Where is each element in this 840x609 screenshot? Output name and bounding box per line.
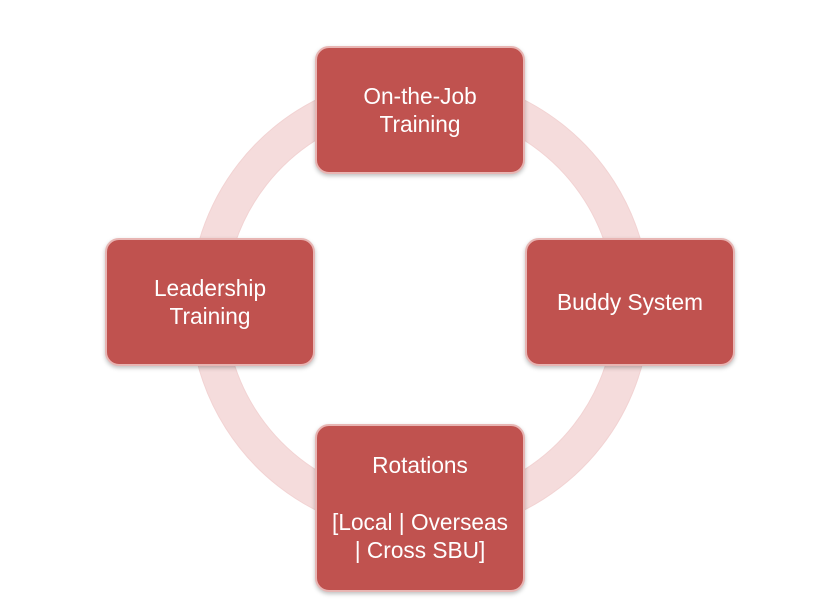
node-top-label: On-the-Job Training	[363, 82, 476, 139]
node-left-label: Leadership Training	[154, 274, 266, 331]
cycle-diagram: On-the-Job Training Buddy System Rotatio…	[0, 0, 840, 609]
node-top: On-the-Job Training	[315, 46, 525, 174]
node-right-label: Buddy System	[557, 288, 703, 316]
node-bottom-label: Rotations [Local | Overseas | Cross SBU]	[331, 451, 509, 564]
node-bottom: Rotations [Local | Overseas | Cross SBU]	[315, 424, 525, 592]
node-right: Buddy System	[525, 238, 735, 366]
node-left: Leadership Training	[105, 238, 315, 366]
